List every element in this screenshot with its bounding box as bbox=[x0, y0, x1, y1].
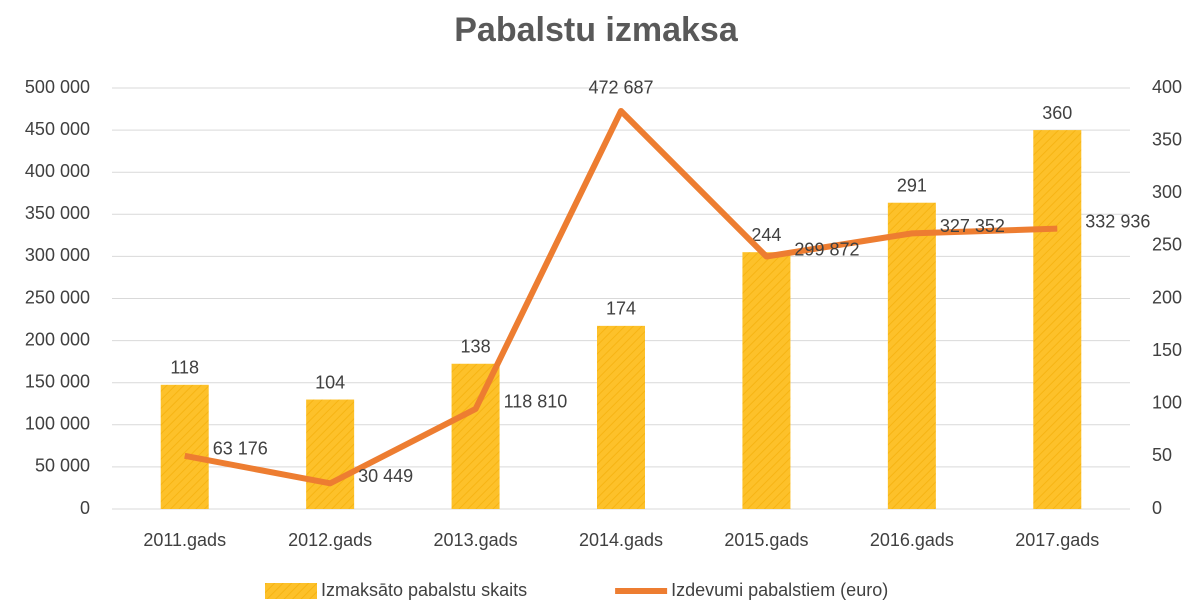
line-value-label: 118 810 bbox=[504, 392, 568, 412]
y2-tick-label: 100 bbox=[1152, 393, 1182, 413]
legend-label: Izdevumi pabalstiem (euro) bbox=[671, 580, 888, 600]
line-value-label: 63 176 bbox=[213, 439, 268, 459]
line-value-label: 332 936 bbox=[1085, 211, 1150, 231]
x-tick-label: 2016.gads bbox=[870, 530, 954, 550]
bar-value-label: 104 bbox=[315, 372, 345, 392]
bar-value-label: 138 bbox=[461, 337, 491, 357]
y2-tick-label: 400 bbox=[1152, 77, 1182, 97]
bar-value-label: 174 bbox=[606, 299, 636, 319]
y2-tick-label: 50 bbox=[1152, 445, 1172, 465]
x-tick-label: 2015.gads bbox=[724, 530, 808, 550]
y-tick-label: 500 000 bbox=[25, 77, 90, 97]
line-value-label: 30 449 bbox=[358, 466, 413, 486]
chart-title: Pabalstu izmaksa bbox=[454, 11, 739, 49]
y-tick-label: 450 000 bbox=[25, 119, 90, 139]
y-tick-label: 50 000 bbox=[35, 456, 90, 476]
y-tick-label: 350 000 bbox=[25, 203, 90, 223]
x-tick-label: 2017.gads bbox=[1015, 530, 1099, 550]
y-tick-label: 0 bbox=[80, 498, 90, 518]
y2-tick-label: 0 bbox=[1152, 498, 1162, 518]
y2-tick-label: 350 bbox=[1152, 129, 1182, 149]
legend-swatch bbox=[265, 583, 317, 599]
legend-label: Izmaksāto pabalstu skaits bbox=[321, 580, 527, 600]
y-tick-label: 100 000 bbox=[25, 414, 90, 434]
x-tick-label: 2013.gads bbox=[434, 530, 518, 550]
bar bbox=[160, 384, 209, 509]
bar bbox=[742, 252, 791, 509]
bar-value-label: 291 bbox=[897, 175, 927, 195]
y-tick-label: 400 000 bbox=[25, 161, 90, 181]
bar-value-label: 360 bbox=[1042, 103, 1072, 123]
bar bbox=[887, 202, 936, 509]
y-tick-label: 300 000 bbox=[25, 245, 90, 265]
x-tick-label: 2014.gads bbox=[579, 530, 663, 550]
line-value-label: 472 687 bbox=[588, 78, 653, 98]
line bbox=[184, 107, 1058, 487]
y-tick-label: 150 000 bbox=[25, 371, 90, 391]
line-value-label: 327 352 bbox=[940, 216, 1005, 236]
y2-tick-label: 250 bbox=[1152, 235, 1182, 255]
bar-value-label: 244 bbox=[751, 225, 781, 245]
y2-tick-label: 200 bbox=[1152, 287, 1182, 307]
bar bbox=[306, 399, 355, 509]
line-value-label: 299 872 bbox=[794, 239, 859, 259]
bar bbox=[1033, 130, 1082, 509]
y-tick-label: 200 000 bbox=[25, 329, 90, 349]
x-tick-label: 2011.gads bbox=[143, 530, 226, 550]
y-tick-label: 250 000 bbox=[25, 287, 90, 307]
bar-value-label: 118 bbox=[170, 358, 199, 378]
y2-tick-label: 150 bbox=[1152, 340, 1182, 360]
bar bbox=[451, 363, 500, 509]
x-tick-label: 2012.gads bbox=[288, 530, 372, 550]
y2-tick-label: 300 bbox=[1152, 182, 1182, 202]
bar bbox=[597, 325, 645, 509]
